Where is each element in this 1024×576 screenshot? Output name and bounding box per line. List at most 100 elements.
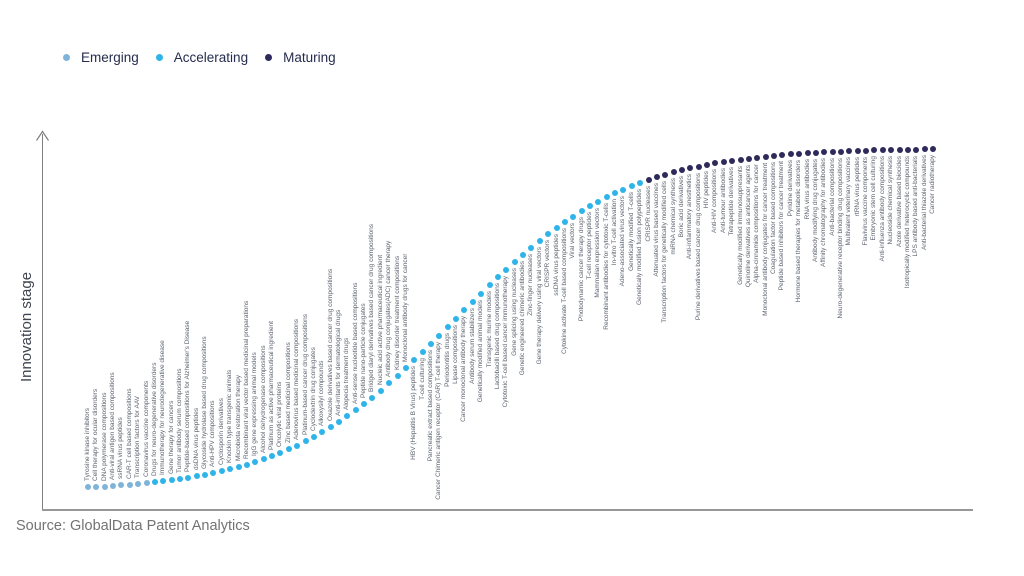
data-point: [745, 155, 752, 162]
data-point: [444, 324, 451, 331]
data-point: [628, 183, 635, 190]
data-point: [335, 419, 342, 425]
y-axis-arrow-icon: [36, 130, 49, 141]
y-axis-title: Innovation stage: [18, 271, 35, 383]
point-label: IgG gene expressing animal models: [251, 352, 259, 457]
data-point: [578, 208, 585, 215]
point-label: Anti-sense nucleotide based compositions: [351, 282, 359, 405]
data-point: [260, 456, 267, 463]
legend-item-accelerating: Accelerating: [155, 50, 249, 65]
point-label: Cancer radiotherapy: [929, 155, 936, 215]
point-label: Anti-bacterial compositions: [828, 158, 836, 236]
data-point: [796, 150, 803, 157]
data-point: [771, 152, 778, 159]
data-point: [218, 468, 225, 475]
point-label: Boric acid derivatives: [678, 176, 685, 238]
data-point: [561, 219, 568, 226]
point-label: Lactobacilli based drug compositions: [493, 283, 501, 390]
point-label: Pancreatic extract based compositions: [427, 350, 435, 462]
point-label: In-vitro T-cell activation: [611, 199, 619, 266]
point-label: Neuro-degenerative receptor binding drug…: [836, 157, 844, 319]
y-axis-line: [42, 134, 43, 510]
point-label: Cytokine activate T-cell based compositi…: [560, 228, 568, 355]
data-point: [904, 146, 911, 153]
point-label: Azole derivative based biocides: [895, 155, 903, 247]
data-point: [352, 407, 359, 414]
point-label: Antibody modifying drug conjugates: [811, 158, 819, 262]
point-label: Attenuated virus based vaccines: [652, 183, 660, 277]
data-point: [829, 149, 836, 155]
data-point: [553, 224, 560, 231]
point-label: Adeno-associated virus vectors: [619, 195, 627, 286]
point-label: dsDNA virus peptides: [192, 408, 200, 471]
data-point: [720, 158, 727, 165]
point-label: Anti-tumour antibodies: [719, 167, 727, 233]
data-point: [528, 244, 535, 251]
data-point: [586, 203, 593, 210]
data-point: [837, 148, 844, 155]
data-point: [812, 149, 819, 156]
point-label: Cyclosporin derivatives: [217, 398, 225, 466]
data-point: [779, 152, 786, 159]
data-point: [85, 484, 91, 491]
data-point: [151, 479, 158, 486]
point-label: RNA virus antibodies: [803, 159, 811, 220]
data-point: [913, 146, 920, 153]
data-point: [520, 251, 527, 258]
point-label: HBV (Hepatitis B Virus) peptides: [410, 366, 418, 461]
data-point: [185, 474, 192, 481]
point-label: Drugs for neuro-degenerative disorders: [150, 362, 158, 477]
data-point: [210, 470, 217, 477]
legend-label: Accelerating: [173, 50, 249, 65]
point-label: Gene therapy for cancers: [167, 400, 175, 475]
data-point: [436, 332, 443, 339]
point-label: Nucleoside chemical synthesis: [887, 156, 895, 245]
data-point: [679, 167, 685, 174]
point-label: Transcription factors for genetically mo…: [661, 180, 669, 323]
data-point: [603, 194, 610, 201]
point-label: Zinc-finger nucleases: [527, 253, 535, 316]
data-point: [712, 160, 719, 167]
data-point: [235, 463, 242, 470]
point-label: Tetrapeptide derivatives: [728, 166, 736, 236]
point-label: Flavivirus vaccine components: [862, 156, 870, 246]
data-point: [787, 151, 794, 158]
data-point: [110, 482, 117, 489]
data-point: [394, 373, 401, 379]
data-point: [93, 484, 100, 490]
point-label: Peptide nano-particle conjugates: [360, 303, 368, 399]
data-point: [896, 146, 903, 153]
point-label: Anti-HIV compositions: [711, 169, 719, 234]
point-label: Antibody serum stabilizers: [468, 308, 476, 384]
data-point: [478, 290, 485, 297]
data-point: [344, 413, 351, 420]
point-label: Anti-irritants for dermatological drugs: [334, 309, 342, 416]
data-point: [269, 453, 276, 460]
point-label: Genetically modified immunosuppresants: [736, 165, 744, 285]
data-point: [545, 231, 552, 238]
point-label: Recombinant antibodies for cytotoxic T-c…: [602, 203, 610, 331]
data-point: [821, 149, 828, 156]
data-point: [277, 449, 284, 456]
point-label: Alpha-cinnamide compositions for cancer: [753, 163, 761, 283]
point-label: Photodynamic cancer therapy drugs: [577, 217, 585, 322]
data-point: [386, 380, 393, 387]
point-label: Anti-viral antigen based compositions: [109, 372, 117, 480]
maturing-dot-icon: [265, 54, 273, 61]
point-label: Gene splicing using nucleases: [510, 267, 518, 356]
data-point: [177, 475, 184, 482]
data-point: [511, 258, 518, 265]
point-label: Peptide-based compositions for Alzheimer…: [184, 320, 192, 472]
point-label: Bridged diaryl derivatives based cancer …: [368, 223, 376, 392]
data-point: [645, 177, 652, 183]
point-label: Lipase compositions: [452, 324, 460, 384]
point-label: Oncolytic viral proteins: [276, 381, 284, 447]
data-point: [687, 165, 694, 172]
data-point: [302, 438, 309, 445]
point-label: Oxazole derivatives based cancer drug co…: [326, 269, 334, 422]
point-label: HIV peptides: [703, 170, 711, 209]
point-label: Isotropically modified heterocyclic comp…: [903, 155, 911, 288]
data-point: [369, 394, 376, 401]
data-point: [704, 161, 711, 168]
